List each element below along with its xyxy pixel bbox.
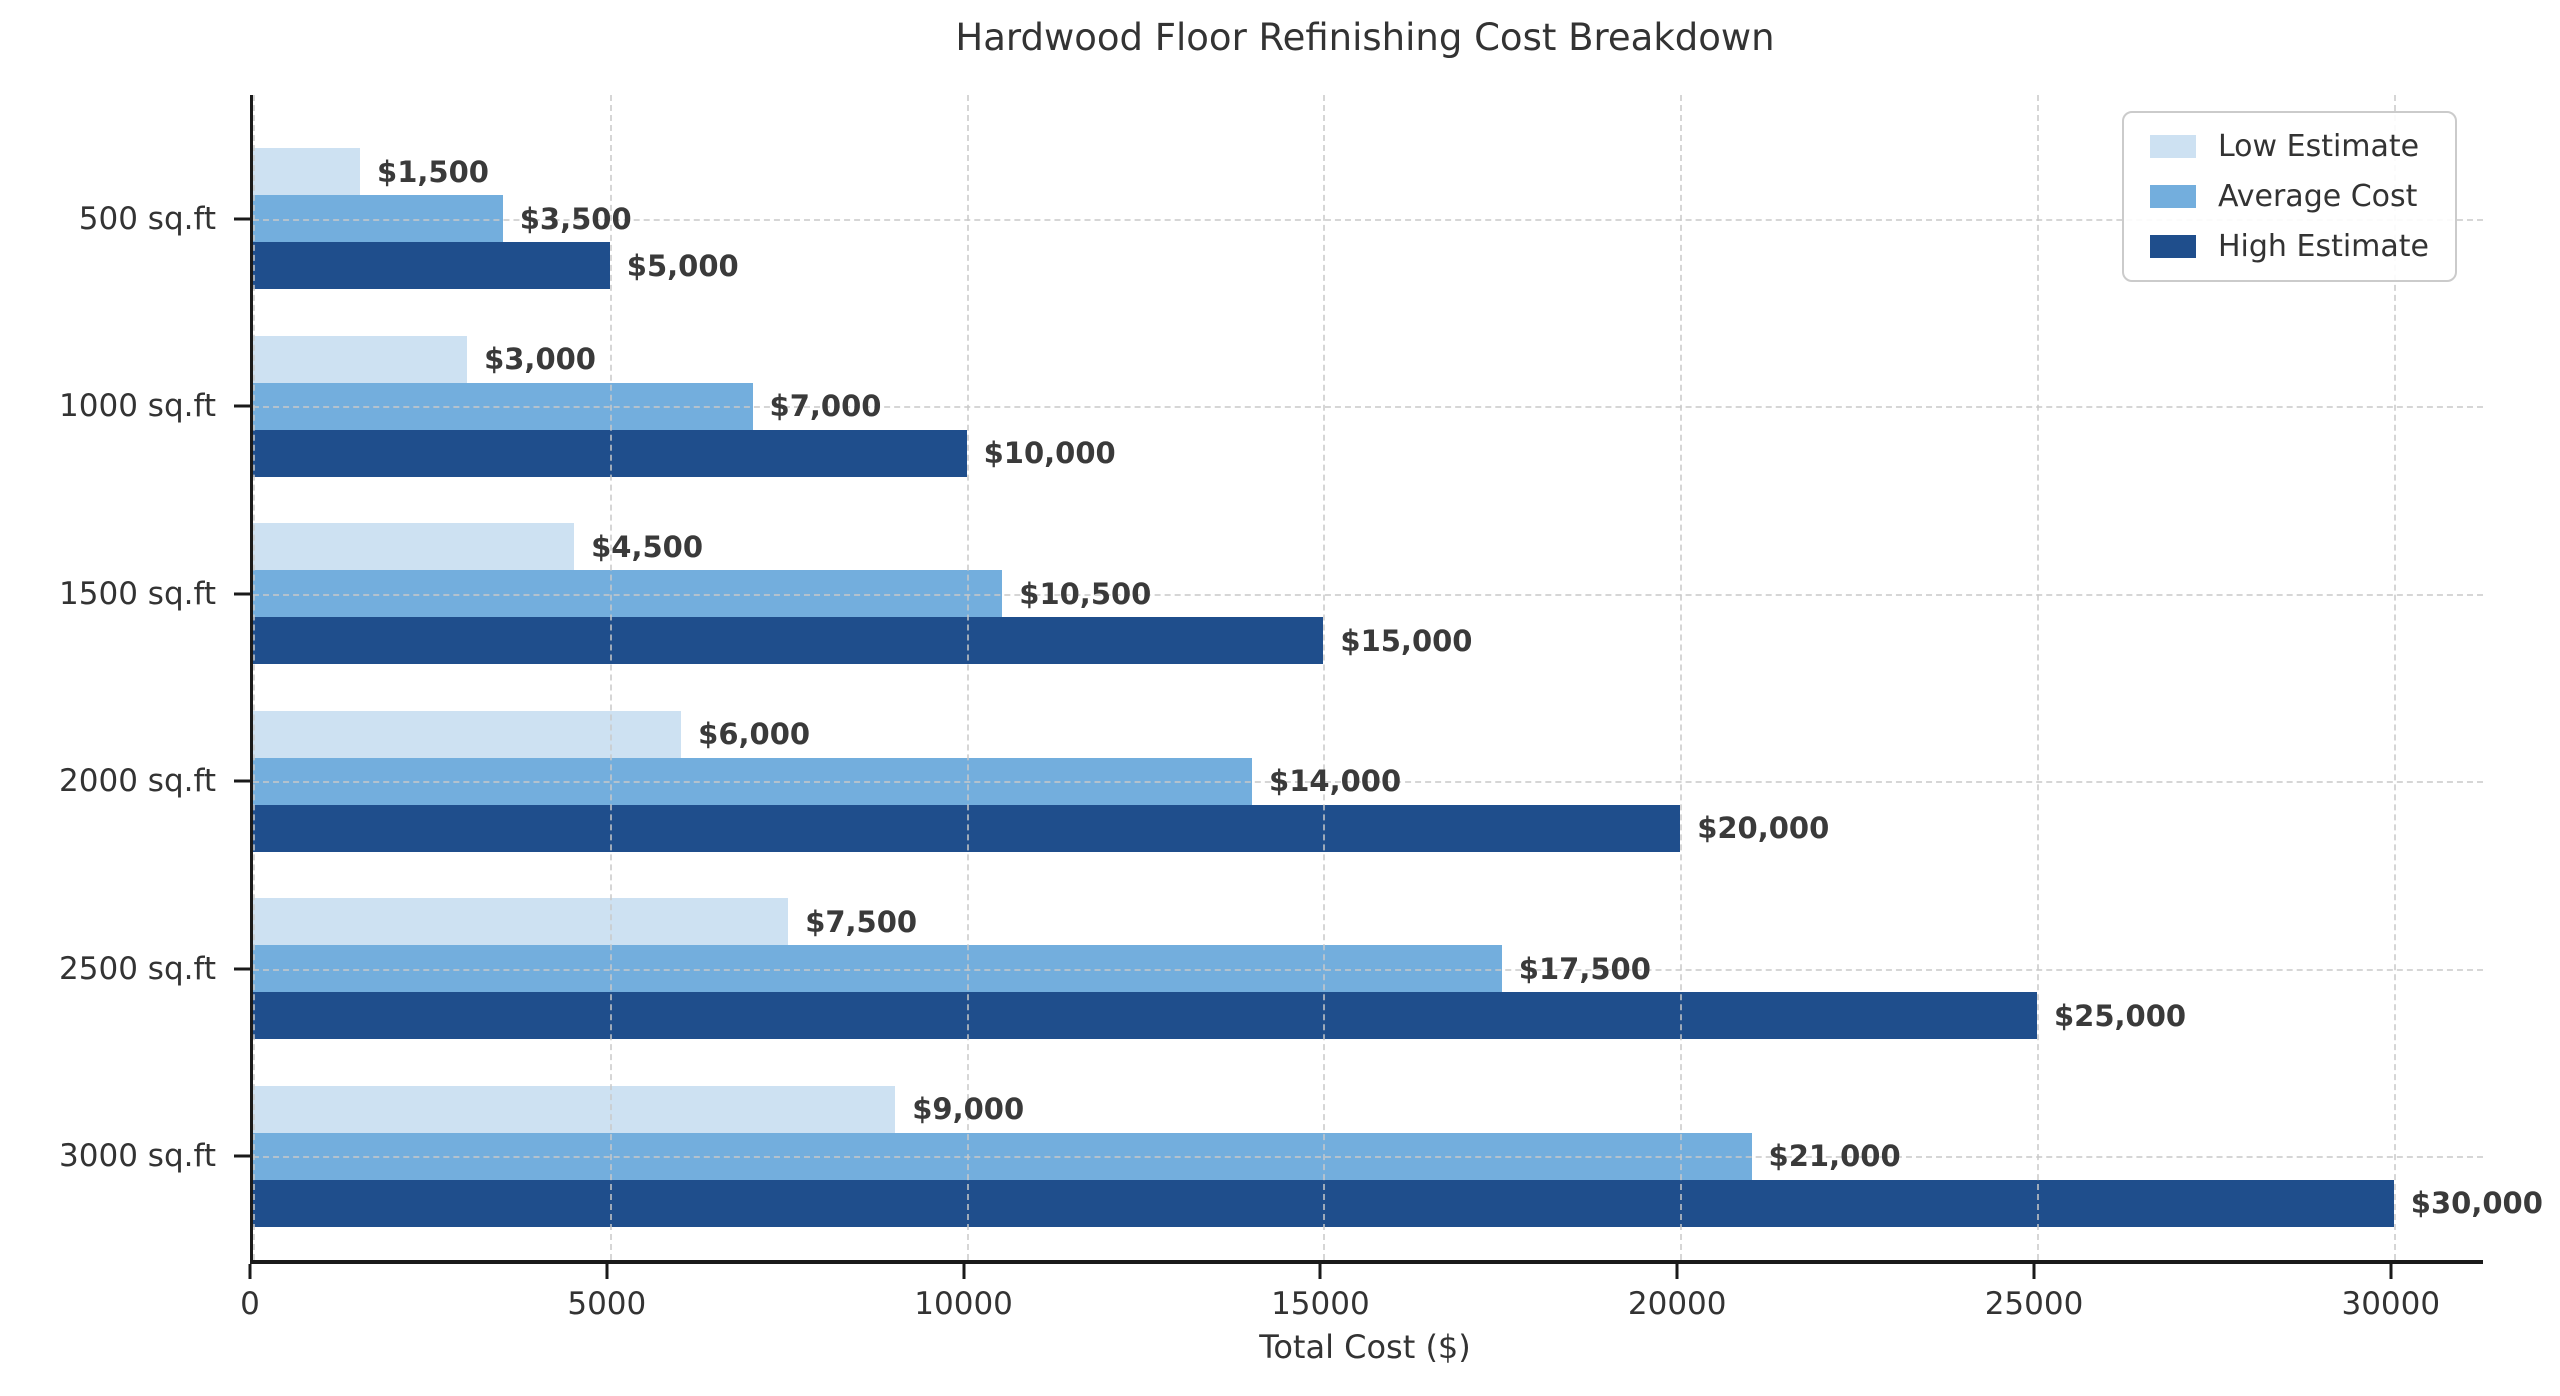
bar-high-estimate [253,242,610,290]
legend-label-low-estimate: Low Estimate [2218,129,2420,164]
x-tick-label: 25000 [1984,1286,2084,1322]
gridline-vertical [966,95,969,1260]
bar-average-cost [253,382,753,430]
bar-low-estimate [253,710,682,758]
bar-average-cost [253,757,1253,805]
bar-high-estimate [253,617,1324,665]
bar-low-estimate [253,523,575,571]
x-axis-tick [1318,1264,1322,1279]
y-axis-tick [234,967,250,971]
x-axis-tick [962,1264,966,1279]
gridline-horizontal [253,593,2483,596]
bar-value-label: $30,000 [2410,1186,2543,1221]
x-axis-tick [248,1264,252,1279]
x-tick-label: 20000 [1627,1286,1727,1322]
plot-area: $1,500 $3,500 $5,000 $3,000 $7,000 $10,000 $4,… [250,95,2543,1264]
bar-value-label: $14,000 [1269,764,1402,799]
y-axis-tick [234,592,250,596]
gridline-vertical [2037,95,2039,1260]
bar-average-cost [253,1132,1752,1180]
bar-low-estimate [253,1085,896,1133]
y-tick-label: 3000 sq.ft [59,1138,216,1175]
legend-label-high-estimate: High Estimate [2218,229,2429,264]
bar-value-label: $9,000 [912,1092,1025,1127]
y-tick-label: 1000 sq.ft [59,388,216,425]
x-axis-title: Total Cost ($) [1259,1328,1471,1366]
gridline-vertical [1323,95,1326,1260]
y-tick-label: 500 sq.ft [78,200,216,237]
bar-value-label: $7,000 [769,389,882,424]
legend-item-low: Low Estimate [2150,129,2429,164]
legend: Low Estimate Average Cost High Estimate [2122,111,2457,282]
bar-high-estimate [253,804,1681,852]
bar-value-label: $21,000 [1768,1139,1901,1174]
bar-high-estimate [253,992,2037,1040]
bar-value-label: $20,000 [1697,811,1830,846]
bar-value-label: $3,500 [519,201,632,236]
bar-low-estimate [253,898,789,946]
gridline-horizontal [253,406,2483,409]
gridline-horizontal [253,968,2483,971]
legend-swatch-high-estimate [2150,235,2196,258]
bar-value-label: $5,000 [626,248,739,283]
bar-average-cost [253,945,1502,993]
bar-high-estimate [253,429,967,477]
bar-average-cost [253,570,1003,618]
bar-value-label: $25,000 [2054,998,2187,1033]
x-tick-label: 5000 [567,1286,647,1322]
y-tick-label: 2000 sq.ft [59,763,216,800]
x-axis-tick [2032,1264,2036,1279]
gridline-horizontal [253,781,2483,784]
y-axis-tick [234,404,250,408]
y-axis-tick [234,217,250,221]
bar-value-label: $4,500 [591,529,704,564]
y-axis: 500 sq.ft 1000 sq.ft 1500 sq.ft 2000 sq.ft 2… [0,95,250,1260]
bar-average-cost [253,195,503,243]
x-axis: 0 5000 10000 15000 20000 25000 30000 [240,1264,2480,1334]
y-axis-tick [234,1154,250,1158]
x-tick-label: 15000 [1271,1286,1370,1322]
x-axis-tick [2389,1264,2393,1279]
bar-value-label: $15,000 [1340,623,1473,658]
x-axis-tick [605,1264,609,1279]
gridline-vertical [1680,95,1683,1260]
gridline-vertical [609,95,612,1260]
bar-low-estimate [253,335,468,383]
bar-low-estimate [253,148,361,196]
bar-high-estimate [253,1179,2394,1227]
legend-swatch-low-estimate [2150,135,2196,158]
bar-value-label: $1,500 [377,154,489,189]
legend-item-average: Average Cost [2150,179,2429,214]
legend-item-high: High Estimate [2150,229,2429,264]
x-axis-tick [1675,1264,1679,1279]
y-tick-label: 2500 sq.ft [59,950,216,987]
bar-value-label: $10,500 [1019,576,1152,611]
x-tick-label: 30000 [2341,1286,2441,1322]
x-tick-label: 10000 [914,1286,1013,1322]
gridline-horizontal [253,1156,2483,1159]
bar-value-label: $6,000 [698,717,811,752]
bar-value-label: $3,000 [484,342,596,377]
gridline-vertical [253,95,255,1260]
y-tick-label: 1500 sq.ft [59,575,216,612]
bar-value-label: $17,500 [1518,951,1651,986]
y-axis-tick [234,779,250,783]
bar-value-label: $10,000 [983,436,1116,471]
bar-value-label: $7,500 [805,904,918,939]
legend-label-average-cost: Average Cost [2218,179,2418,214]
legend-swatch-average-cost [2150,185,2196,208]
x-tick-label: 0 [240,1286,260,1322]
chart-title: Hardwood Floor Refinishing Cost Breakdow… [955,16,1775,59]
